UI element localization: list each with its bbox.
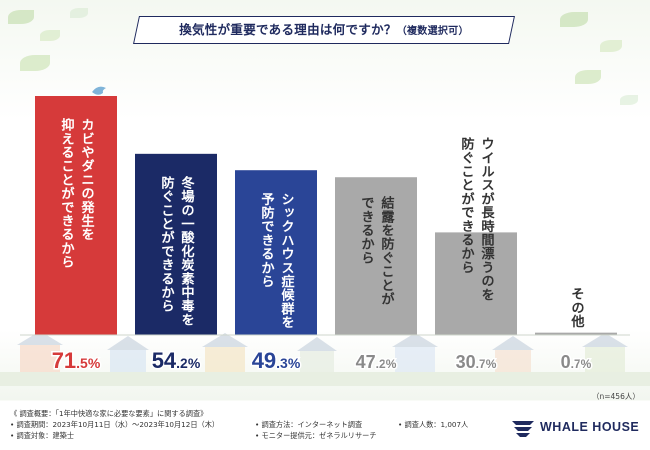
- value-label-part: .5: [76, 355, 88, 371]
- value-label-3: 49.3%: [252, 348, 301, 373]
- house-decoration: [110, 350, 146, 374]
- bird-icon: [92, 86, 106, 95]
- bar-label-5: ウイルスが長時間漂うのを: [479, 137, 495, 302]
- leaf-decoration: [600, 40, 622, 52]
- bar-chart: カビやダニの発生を抑えることができるから71.5%冬場の一酸化炭素中毒を防ぐこと…: [0, 86, 650, 386]
- value-label-part: 30: [456, 352, 476, 372]
- survey-provider: • モニター提供元：ゼネラルリサーチ: [255, 431, 377, 440]
- bar-label-5: 防ぐことができるから: [459, 136, 475, 274]
- leaf-decoration: [20, 55, 50, 71]
- house-decoration: [495, 350, 531, 374]
- bar-label-1: 抑えることができるから: [59, 117, 75, 269]
- house-decoration: [395, 347, 435, 374]
- bar-label-3: シックハウス症候群を: [279, 192, 296, 329]
- value-label-1: 71.5%: [52, 348, 101, 373]
- value-label-part: .2: [176, 355, 188, 371]
- value-label-part: 49: [252, 348, 276, 373]
- leaf-decoration: [8, 10, 34, 24]
- house-roof-decoration: [202, 333, 248, 347]
- whale-house-logo-icon: [512, 421, 534, 437]
- bar-label-3: 予防できるから: [259, 192, 275, 288]
- bar-6: [535, 332, 617, 335]
- sample-size-note: （n=456人）: [592, 392, 640, 401]
- house-roof-decoration: [297, 337, 337, 351]
- bar-label-4: 結露を防ぐことが: [379, 195, 395, 306]
- ground-decoration: [0, 372, 650, 386]
- bar-2: [135, 153, 217, 335]
- value-label-5: 30.7%: [456, 352, 497, 372]
- chart-title-main: 換気性が重要である理由は何ですか？: [179, 22, 397, 37]
- bar-label-2: 冬場の一酸化炭素中毒を: [179, 174, 195, 326]
- leaf-decoration: [575, 70, 601, 84]
- house-roof-decoration: [107, 336, 149, 350]
- value-label-4: 47.2%: [356, 352, 397, 372]
- survey-summary: 《 調査概要：「1年中快適な家に必要な要素」に関する調査》: [10, 409, 208, 418]
- bar-1: [35, 96, 117, 335]
- bar-label-4: できるから: [359, 196, 375, 265]
- survey-footer: 《 調査概要：「1年中快適な家に必要な要素」に関する調査》 • 調査期間：202…: [0, 406, 650, 450]
- brand-logo-text: WHALE HOUSE: [540, 420, 640, 434]
- value-label-part: .2: [376, 357, 386, 371]
- house-decoration: [205, 347, 245, 374]
- leaf-decoration: [40, 30, 60, 41]
- value-label-part: %: [581, 357, 592, 371]
- house-roof-decoration: [582, 333, 628, 347]
- value-label-part: .7: [571, 357, 581, 371]
- house-roof-decoration: [492, 336, 534, 350]
- value-label-part: %: [88, 355, 101, 371]
- leaf-decoration: [560, 12, 588, 27]
- house-roof-decoration: [392, 333, 438, 347]
- value-label-part: 71: [52, 348, 76, 373]
- bar-5: [435, 232, 517, 335]
- value-label-part: %: [288, 355, 301, 371]
- bar-4: [335, 177, 417, 335]
- house-decoration: [300, 351, 334, 373]
- value-label-part: 47: [356, 352, 376, 372]
- survey-period: • 調査期間：2023年10月11日（水）～2023年10月12日（木）: [10, 420, 220, 429]
- chart-title-sub: （複数選択可）: [396, 26, 469, 37]
- survey-method: • 調査方法：インターネット調査: [255, 420, 363, 429]
- bar-label-2: 防ぐことができるから: [159, 174, 175, 312]
- value-label-part: %: [386, 357, 397, 371]
- house-decoration: [585, 347, 625, 374]
- value-label-part: %: [486, 357, 497, 371]
- house-decoration: [20, 345, 60, 373]
- bar-label-6: その他: [569, 287, 586, 329]
- survey-target: • 調査対象：建築士: [10, 431, 75, 440]
- value-label-part: %: [188, 355, 201, 371]
- value-label-part: 0: [561, 352, 571, 372]
- chart-title: 換気性が重要である理由は何ですか？（複数選択可）: [136, 16, 512, 44]
- bar-3: [235, 170, 317, 335]
- house-roof-decoration: [17, 331, 63, 345]
- bar-label-1: カビやダニの発生を: [79, 118, 96, 242]
- survey-count: • 調査人数：1,007人: [398, 420, 469, 429]
- leaf-decoration: [620, 95, 638, 105]
- value-label-part: .7: [476, 357, 486, 371]
- value-label-part: 54: [152, 348, 177, 373]
- leaf-decoration: [70, 8, 88, 18]
- value-label-6: 0.7%: [561, 352, 592, 372]
- value-label-part: .3: [276, 355, 288, 371]
- value-label-2: 54.2%: [152, 348, 201, 373]
